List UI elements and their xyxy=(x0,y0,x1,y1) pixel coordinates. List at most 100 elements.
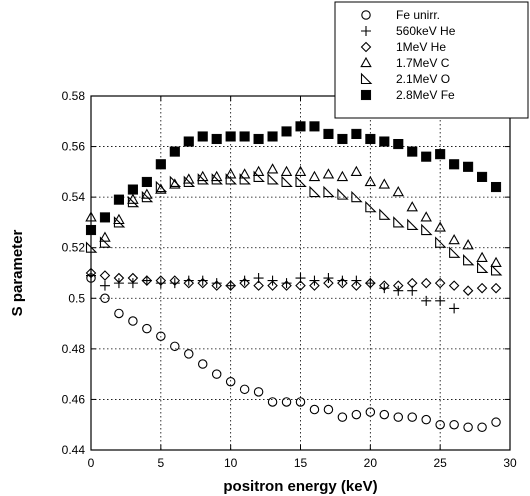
data-point xyxy=(211,173,224,185)
data-point xyxy=(393,216,405,228)
data-point xyxy=(99,270,111,281)
data-point xyxy=(127,195,140,208)
data-point xyxy=(309,280,320,291)
legend-label: 560keV He xyxy=(396,24,456,38)
data-point xyxy=(406,201,418,212)
data-point xyxy=(211,280,222,291)
data-point xyxy=(294,165,307,177)
data-point xyxy=(170,341,180,352)
x-tick-label: 25 xyxy=(433,456,447,470)
legend-marker xyxy=(360,89,372,101)
data-point xyxy=(280,165,293,177)
data-point xyxy=(337,133,348,145)
legend-marker xyxy=(361,26,371,36)
data-point xyxy=(337,412,348,422)
data-point xyxy=(224,168,237,179)
data-point xyxy=(113,272,125,284)
data-point xyxy=(421,295,432,306)
x-tick-label: 20 xyxy=(364,456,378,470)
data-point xyxy=(322,168,335,179)
x-tick-label: 0 xyxy=(88,456,95,470)
data-point xyxy=(295,397,306,407)
data-point xyxy=(421,414,431,425)
data-point xyxy=(99,236,112,248)
data-point xyxy=(225,376,236,387)
data-point xyxy=(364,175,377,187)
data-point xyxy=(365,133,376,145)
data-point xyxy=(253,133,264,145)
data-point xyxy=(225,131,236,142)
legend-marker xyxy=(360,41,372,53)
data-point xyxy=(267,173,279,185)
data-point xyxy=(448,234,460,245)
data-point xyxy=(309,185,321,198)
data-point xyxy=(169,275,181,286)
data-point xyxy=(183,277,195,289)
data-point xyxy=(434,221,446,232)
data-point xyxy=(449,303,460,314)
data-point xyxy=(141,190,154,203)
data-point xyxy=(239,275,250,286)
data-point xyxy=(155,180,168,193)
data-point xyxy=(336,170,349,182)
data-point xyxy=(99,280,110,291)
x-tick-label: 10 xyxy=(224,456,238,470)
data-point xyxy=(379,283,390,294)
data-point xyxy=(99,231,111,242)
y-tick-label: 0.5 xyxy=(68,291,85,305)
data-point xyxy=(113,194,124,205)
data-point xyxy=(197,359,208,369)
data-point xyxy=(239,277,250,289)
legend-marker xyxy=(361,10,371,20)
data-point xyxy=(407,412,417,422)
x-axis-title: positron energy (keV) xyxy=(223,478,377,495)
data-point xyxy=(225,280,236,291)
data-point xyxy=(379,136,390,147)
data-point xyxy=(183,175,196,188)
data-point xyxy=(393,412,404,422)
data-point xyxy=(309,404,320,415)
data-point xyxy=(337,188,349,200)
data-point xyxy=(267,131,278,142)
data-point xyxy=(183,275,194,286)
data-point xyxy=(392,185,405,197)
legend-item: 2.1MeV O xyxy=(360,72,450,86)
y-tick-label: 0.52 xyxy=(62,241,86,255)
data-point xyxy=(351,409,362,420)
data-point xyxy=(155,278,166,289)
legend-label: 2.1MeV O xyxy=(396,72,450,86)
data-point xyxy=(309,121,320,132)
data-point xyxy=(266,163,279,174)
legend-label: 1.7MeV C xyxy=(396,56,450,70)
data-point xyxy=(421,223,433,236)
data-point xyxy=(407,218,419,231)
data-point xyxy=(197,173,210,185)
data-point xyxy=(211,278,222,289)
legend-label: Fe unirr. xyxy=(396,8,440,22)
data-point xyxy=(184,349,194,359)
data-point xyxy=(448,280,460,291)
data-point xyxy=(156,331,166,341)
data-point xyxy=(379,409,390,420)
data-point xyxy=(99,212,111,223)
data-point xyxy=(490,181,502,193)
data-point xyxy=(350,165,363,177)
data-point xyxy=(351,128,362,139)
data-point xyxy=(253,280,264,291)
data-point xyxy=(323,277,334,289)
axis-ticks: 0 5 10 15 20 25 30 0.44 0.46 0.48 0.5 0.52 0.54 0.56 0… xyxy=(62,89,517,470)
data-point xyxy=(238,168,251,179)
legend-label: 1MeV He xyxy=(396,40,446,54)
data-point xyxy=(365,407,376,417)
data-point xyxy=(295,280,306,291)
data-point xyxy=(421,151,432,162)
data-point xyxy=(365,277,376,289)
data-point xyxy=(142,323,152,334)
data-point xyxy=(281,126,292,137)
data-point xyxy=(407,146,418,157)
data-point xyxy=(477,171,488,182)
data-point xyxy=(100,293,110,304)
data-point xyxy=(434,277,446,289)
series-5 xyxy=(85,121,502,236)
